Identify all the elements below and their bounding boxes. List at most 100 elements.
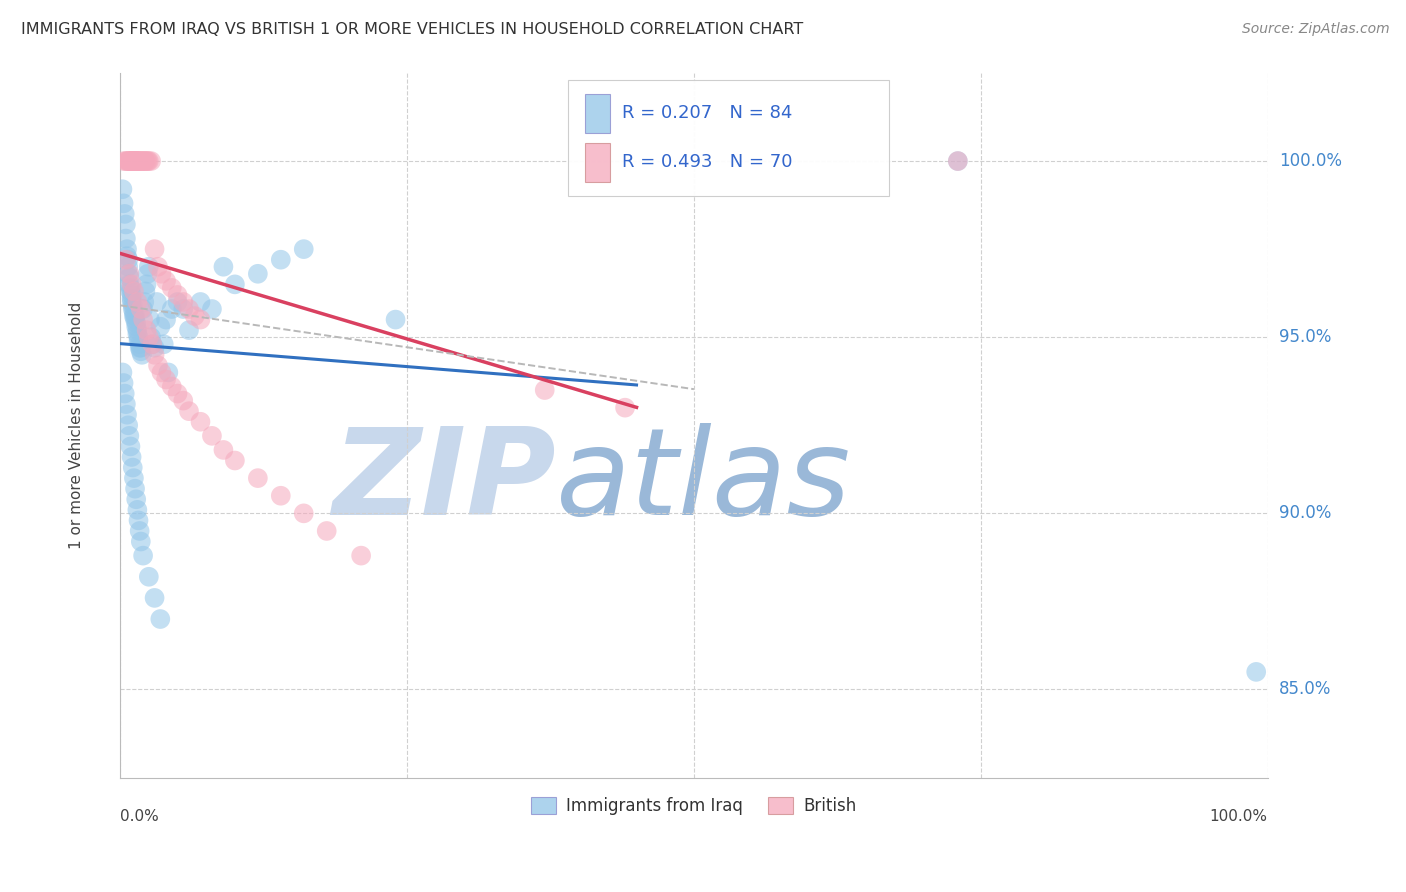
Point <box>121 288 143 302</box>
Point <box>146 359 169 373</box>
Point <box>177 301 200 316</box>
Point <box>125 492 148 507</box>
Point <box>127 326 149 341</box>
Point <box>117 154 139 169</box>
Point <box>131 348 153 362</box>
Point <box>150 366 173 380</box>
Point <box>115 231 138 245</box>
Point <box>146 295 169 310</box>
Point <box>121 154 143 169</box>
Point <box>128 154 150 169</box>
Point <box>114 386 136 401</box>
Point <box>946 154 969 169</box>
Point <box>128 337 150 351</box>
Point <box>138 260 160 274</box>
Point <box>118 154 141 169</box>
Point <box>166 386 188 401</box>
Point <box>112 376 135 390</box>
Point <box>115 242 138 256</box>
Point <box>112 196 135 211</box>
Point <box>115 397 138 411</box>
Point <box>117 260 139 274</box>
Point <box>172 393 194 408</box>
Text: 0.0%: 0.0% <box>120 809 159 824</box>
Point <box>143 242 166 256</box>
Point <box>134 154 156 169</box>
Text: IMMIGRANTS FROM IRAQ VS BRITISH 1 OR MORE VEHICLES IN HOUSEHOLD CORRELATION CHAR: IMMIGRANTS FROM IRAQ VS BRITISH 1 OR MOR… <box>21 22 803 37</box>
Point <box>292 242 315 256</box>
Point <box>139 330 162 344</box>
Point <box>1244 665 1267 679</box>
Point <box>190 295 212 310</box>
Text: atlas: atlas <box>557 423 852 541</box>
Point <box>135 277 157 292</box>
Point <box>166 295 188 310</box>
Point <box>125 316 148 330</box>
Point <box>155 274 177 288</box>
Point <box>166 288 188 302</box>
Point <box>212 260 235 274</box>
Point <box>122 285 145 299</box>
Point <box>212 442 235 457</box>
FancyBboxPatch shape <box>568 80 889 196</box>
Point <box>121 460 143 475</box>
Point <box>122 471 145 485</box>
Point <box>150 267 173 281</box>
Point <box>115 218 138 232</box>
Point <box>121 154 143 169</box>
Point <box>124 482 146 496</box>
Point <box>121 277 143 292</box>
Point <box>201 429 224 443</box>
Point <box>246 471 269 485</box>
Point <box>132 154 155 169</box>
Text: R = 0.493   N = 70: R = 0.493 N = 70 <box>621 153 792 171</box>
Point <box>134 154 156 169</box>
Point <box>132 549 155 563</box>
Point <box>138 570 160 584</box>
Point <box>270 489 292 503</box>
Point <box>143 591 166 605</box>
Point <box>121 154 143 169</box>
Point <box>160 379 183 393</box>
Point <box>118 277 141 292</box>
Point <box>127 323 149 337</box>
Text: 90.0%: 90.0% <box>1279 504 1331 523</box>
Point <box>121 154 143 169</box>
Point <box>122 309 145 323</box>
Point <box>141 337 163 351</box>
Point <box>125 319 148 334</box>
Point <box>118 154 141 169</box>
Point <box>111 182 134 196</box>
Point <box>121 295 143 310</box>
Point <box>224 277 246 292</box>
Text: ZIP: ZIP <box>332 423 557 541</box>
Point <box>149 319 172 334</box>
Point <box>128 334 150 348</box>
Point <box>129 534 152 549</box>
Point <box>143 341 166 355</box>
Text: Source: ZipAtlas.com: Source: ZipAtlas.com <box>1241 22 1389 37</box>
Point <box>127 154 149 169</box>
Point <box>121 450 143 464</box>
Point <box>177 404 200 418</box>
Point <box>115 408 138 422</box>
Point <box>152 337 174 351</box>
Point <box>190 312 212 326</box>
Point <box>177 323 200 337</box>
Point <box>160 301 183 316</box>
Point <box>118 270 141 285</box>
Point <box>129 301 152 316</box>
Point <box>115 154 138 169</box>
Point <box>125 154 148 169</box>
Text: 85.0%: 85.0% <box>1279 681 1331 698</box>
Point <box>139 154 162 169</box>
Point <box>172 301 194 316</box>
Point <box>111 366 134 380</box>
Point <box>315 524 337 538</box>
Point <box>121 301 143 316</box>
Point <box>128 524 150 538</box>
Point <box>124 309 146 323</box>
Point <box>246 267 269 281</box>
Point <box>384 312 406 326</box>
Point <box>125 154 148 169</box>
